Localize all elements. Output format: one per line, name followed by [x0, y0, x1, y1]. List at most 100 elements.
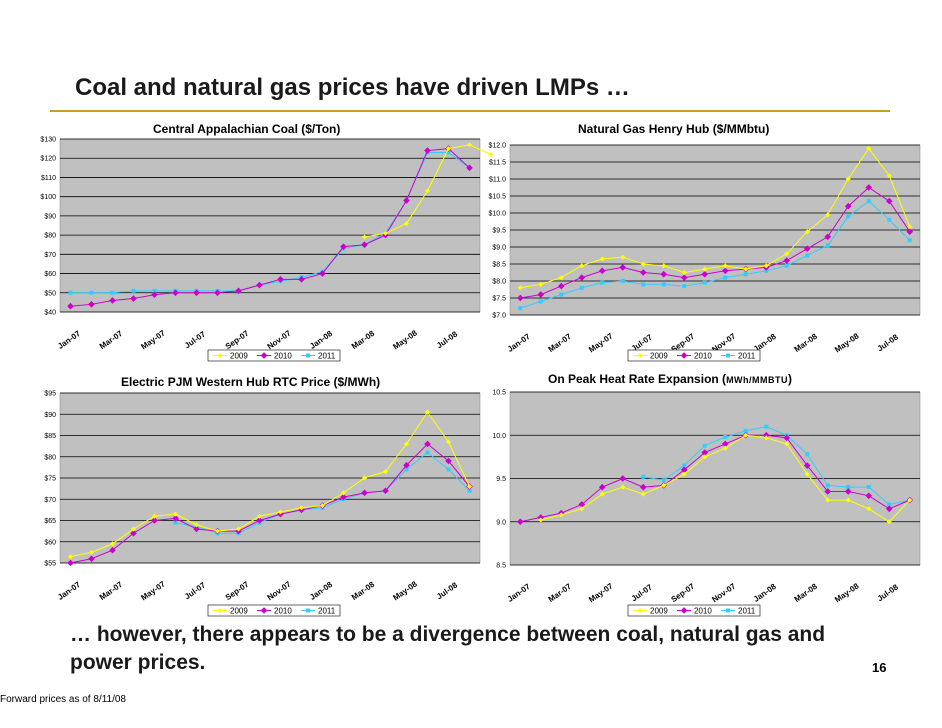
data-point-2010 — [319, 270, 326, 277]
y-tick-label: $12.0 — [488, 143, 506, 150]
x-tick-label: Jul-08 — [435, 580, 460, 601]
data-point-2009 — [488, 151, 493, 157]
data-point-2010 — [844, 488, 852, 495]
footer-line-2: power prices. — [70, 651, 206, 674]
y-tick-label: $50 — [44, 290, 56, 297]
y-tick-label: $95 — [44, 391, 56, 398]
series-line-2010 — [520, 186, 911, 299]
data-point-2009 — [152, 513, 157, 519]
data-point-2010 — [783, 257, 791, 264]
legend-marker-2011 — [726, 353, 730, 358]
legend-label: 2009 — [650, 352, 668, 361]
y-tick-label: $8.0 — [492, 279, 506, 286]
data-point-2010 — [109, 546, 116, 554]
y-tick-label: $90 — [44, 412, 56, 419]
y-tick-label: $70 — [44, 252, 56, 259]
series-line-2009 — [70, 411, 470, 558]
legend-marker-2009 — [637, 608, 643, 613]
x-tick-label: May-08 — [391, 579, 419, 602]
data-point-2010 — [803, 462, 811, 469]
y-tick-label: $60 — [44, 271, 56, 278]
data-point-2010 — [214, 289, 221, 297]
data-point-2009 — [68, 554, 73, 560]
data-point-2009 — [907, 497, 913, 503]
data-point-2011 — [538, 299, 543, 304]
x-tick-label: Sep-07 — [224, 328, 251, 351]
data-point-2011 — [600, 280, 605, 285]
data-point-2009 — [558, 512, 564, 518]
y-tick-label: $9.0 — [492, 245, 506, 252]
data-point-2010 — [172, 515, 179, 522]
data-point-2011 — [825, 483, 830, 488]
data-point-2011 — [846, 214, 851, 219]
y-tick-label: $80 — [44, 454, 56, 461]
y-tick-label: $70 — [44, 497, 56, 504]
data-point-2010 — [298, 276, 305, 283]
legend-label: 2011 — [738, 607, 756, 616]
data-point-2010 — [680, 274, 688, 281]
x-tick-label: May-08 — [391, 328, 419, 351]
data-point-2010 — [701, 270, 709, 278]
data-point-2009 — [467, 142, 472, 148]
x-tick-label: Sep-07 — [224, 579, 251, 602]
x-tick-label: Jul-08 — [435, 329, 460, 350]
data-point-2011 — [764, 424, 769, 429]
y-tick-label: $90 — [44, 213, 56, 220]
y-tick-label: $130 — [40, 137, 56, 144]
data-point-2010 — [598, 483, 606, 491]
data-point-2009 — [620, 484, 626, 490]
data-point-2010 — [619, 264, 627, 271]
y-tick-label: $9.5 — [492, 228, 506, 235]
legend-marker-2010 — [260, 352, 268, 359]
legend-marker-2010 — [680, 352, 688, 359]
data-point-2011 — [559, 292, 564, 297]
data-point-2010 — [151, 517, 158, 524]
data-point-2010 — [865, 184, 873, 191]
data-point-2009 — [278, 509, 283, 515]
chart-title: Central Appalachian Coal ($/Ton) — [153, 122, 340, 136]
series-line-2010 — [520, 434, 910, 523]
data-point-2010 — [88, 301, 95, 308]
data-point-2011 — [866, 485, 871, 490]
data-point-2010 — [844, 202, 852, 210]
data-point-2009 — [681, 471, 687, 477]
chart-gas: Natural Gas Henry Hub ($/MMbtu) $7.0 $7.5 $… — [488, 122, 921, 362]
data-point-2010 — [885, 505, 893, 513]
legend-marker-2010 — [680, 607, 688, 614]
y-tick-label: $80 — [44, 233, 56, 240]
data-point-2010 — [67, 559, 74, 567]
data-point-2011 — [404, 467, 409, 472]
x-tick-label: Jul-07 — [630, 582, 655, 603]
slide-footer: … however, there appears to be a diverge… — [70, 621, 825, 677]
data-point-2011 — [723, 434, 728, 439]
data-point-2010 — [403, 197, 410, 204]
chart-coal: Central Appalachian Coal ($/Ton) $40 $50 $6… — [40, 122, 493, 362]
y-tick-label: $60 — [44, 539, 56, 546]
data-point-2011 — [825, 243, 830, 248]
data-point-2009 — [845, 176, 851, 182]
y-tick-label: $100 — [40, 194, 56, 201]
data-point-2010 — [256, 281, 263, 289]
y-tick-label: $40 — [44, 310, 56, 317]
x-tick-label: Mar-08 — [350, 580, 377, 602]
legend-marker-2009 — [637, 353, 643, 358]
data-point-2009 — [661, 482, 667, 488]
data-point-2011 — [743, 272, 748, 277]
data-point-2011 — [866, 199, 871, 204]
data-point-2011 — [579, 285, 584, 290]
data-point-2010 — [193, 289, 200, 297]
chart-panel-pjm: Electric PJM Western Hub RTC Price ($/MW… — [18, 372, 481, 622]
data-point-2010 — [340, 493, 347, 501]
data-point-2009 — [383, 469, 388, 475]
data-point-2009 — [722, 263, 728, 269]
data-point-2010 — [277, 276, 284, 283]
data-point-2010 — [906, 228, 914, 236]
data-point-2009 — [194, 522, 199, 528]
data-point-2010 — [783, 434, 791, 442]
data-point-2011 — [68, 290, 73, 295]
slide-title: Coal and natural gas prices have driven … — [75, 74, 630, 101]
y-tick-label: 10.5 — [492, 390, 506, 397]
y-tick-label: $7.0 — [492, 313, 506, 320]
data-point-2010 — [424, 147, 431, 154]
data-point-2010 — [516, 518, 524, 526]
